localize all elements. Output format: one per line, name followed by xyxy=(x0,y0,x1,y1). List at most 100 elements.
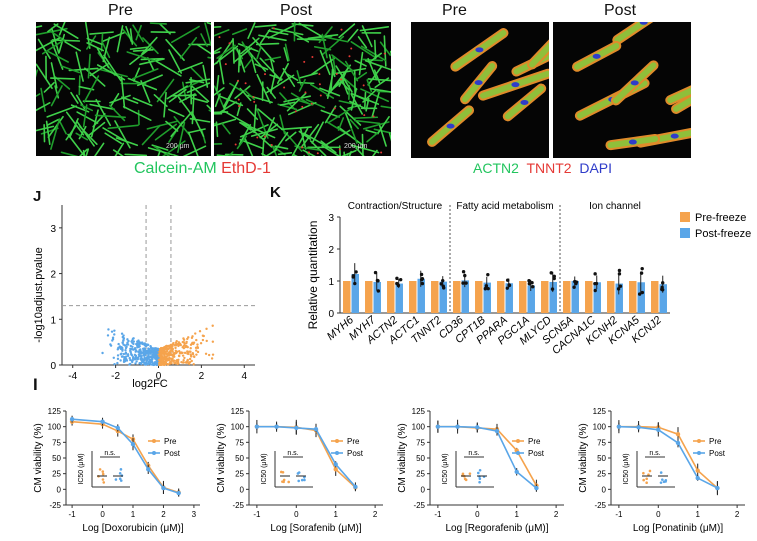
calcein-cell xyxy=(53,23,79,39)
volcano-point xyxy=(191,352,195,355)
volcano-point xyxy=(117,346,120,350)
calcein-cell xyxy=(344,60,359,82)
volcano-point xyxy=(166,359,169,362)
volcano-point xyxy=(173,344,176,347)
calcein-cell xyxy=(332,55,337,74)
volcano-point xyxy=(176,362,179,366)
calcein-cell xyxy=(218,101,237,114)
volcano-point xyxy=(205,339,208,343)
curve-point xyxy=(514,469,519,474)
calcein-cell xyxy=(168,108,185,118)
curve-point xyxy=(455,424,460,429)
tnnt2-label: TNNT2 xyxy=(526,160,572,176)
bar-post-freeze xyxy=(571,281,579,313)
volcano-point xyxy=(175,340,178,343)
calcein-cell xyxy=(282,67,296,88)
curve-ytick-label: 100 xyxy=(412,423,426,432)
volcano-point xyxy=(202,334,205,338)
curve-xlabel: Log [Ponatinib (μM)] xyxy=(633,523,723,534)
calcein-cell xyxy=(236,135,248,150)
volcano-point xyxy=(113,329,116,332)
volcano-point xyxy=(121,341,124,344)
volcano-point xyxy=(160,360,164,364)
inset-point xyxy=(645,481,648,485)
volcano-point xyxy=(175,350,179,353)
volcano-point xyxy=(149,355,153,358)
curve-ytick-label: 0 xyxy=(602,485,607,494)
bar-point xyxy=(484,284,489,288)
volcano-point xyxy=(167,357,170,360)
volcano-point xyxy=(188,357,192,361)
curve-ytick-label: 100 xyxy=(593,423,607,432)
volcano-point xyxy=(136,340,139,343)
inset-sig-label: n.s. xyxy=(287,450,298,457)
cardiomyocyte-body xyxy=(673,96,691,112)
calcein-cell xyxy=(206,22,211,25)
bar-post-freeze xyxy=(527,285,535,313)
volcano-point xyxy=(134,349,138,352)
volcano-point xyxy=(138,342,141,346)
calcein-cell xyxy=(109,94,131,104)
inset-point xyxy=(303,475,306,479)
volcano-point xyxy=(130,347,133,351)
bar-point xyxy=(637,292,642,296)
curve-point xyxy=(161,485,166,491)
volcano-point xyxy=(123,359,127,363)
qpcr-bar-chart: Relative quantitation 0 1 2 3 Contraction/St… xyxy=(306,201,751,357)
volcano-point xyxy=(126,341,129,344)
curve-line-post xyxy=(437,425,537,489)
calcein-cell xyxy=(286,92,307,112)
calcein-cell xyxy=(227,151,234,156)
calcein-cell xyxy=(361,133,364,156)
curve-legend-marker xyxy=(697,439,701,443)
bar-point xyxy=(552,274,556,279)
inset-point xyxy=(118,477,122,480)
calcein-cell xyxy=(219,95,244,107)
volcano-point xyxy=(189,347,192,350)
dead-cell-dot xyxy=(372,115,375,118)
calcein-cell xyxy=(124,153,148,156)
dead-cell-dot xyxy=(304,91,307,94)
dead-cell-dot xyxy=(237,104,240,107)
curve-ytick-label: 75 xyxy=(416,438,425,447)
calcein-cell xyxy=(248,125,273,148)
bars-ytick-label: 2 xyxy=(328,245,334,256)
dead-cell-dot xyxy=(272,27,275,30)
calcein-cell xyxy=(244,137,254,156)
dead-cell-dot xyxy=(224,63,227,66)
curve-point xyxy=(333,462,338,467)
calcein-cell xyxy=(190,67,205,81)
calcein-cell xyxy=(299,72,318,79)
bars-legend-label: Post-freeze xyxy=(695,228,751,240)
calcein-cell xyxy=(223,110,250,126)
volcano-point xyxy=(187,352,190,356)
dead-cell-dot xyxy=(244,82,247,85)
volcano-point xyxy=(183,344,186,347)
calcein-cell xyxy=(326,69,335,100)
volcano-xtick-label: 4 xyxy=(241,371,247,382)
curve-xtick-label: -1 xyxy=(253,510,261,519)
calcein-cell xyxy=(214,87,225,96)
calcein-cell xyxy=(179,36,198,59)
volcano-point xyxy=(135,357,139,360)
panel-letter-i: I xyxy=(33,375,38,394)
calcein-cell xyxy=(216,44,236,59)
volcano-point xyxy=(186,337,189,341)
bar-point xyxy=(594,281,599,286)
calcein-cell xyxy=(89,31,114,35)
calcein-cell xyxy=(96,47,110,69)
calcein-cell xyxy=(338,23,356,39)
calcein-cell xyxy=(239,138,264,150)
calcein-cell xyxy=(132,49,154,52)
volcano-point xyxy=(106,334,110,337)
calcein-cell xyxy=(347,28,359,42)
bar-point xyxy=(395,281,399,286)
volcano-point xyxy=(122,334,125,337)
calcein-cell xyxy=(70,91,79,104)
calcein-cell xyxy=(112,149,124,156)
calcein-cell xyxy=(129,46,148,50)
calcein-cell xyxy=(365,129,379,135)
calcein-cell xyxy=(369,87,391,93)
bar-point xyxy=(572,285,576,289)
curve-point xyxy=(146,467,151,472)
